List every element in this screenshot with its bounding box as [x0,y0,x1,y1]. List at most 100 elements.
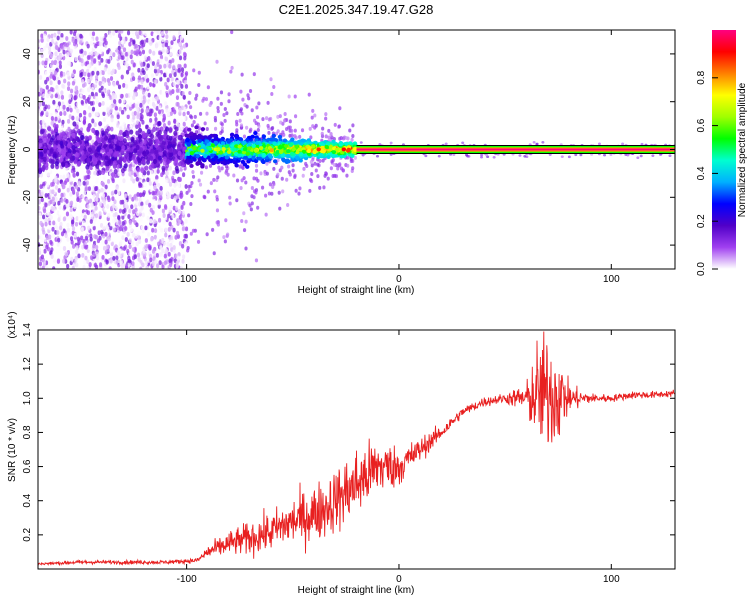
spectrogram-cell [39,75,43,80]
spectrogram-cell [86,157,91,163]
spectrogram-cell [91,127,96,133]
spectrogram-cell [294,188,298,193]
spectrogram-cell [40,110,44,116]
spectrogram-cell [159,58,163,64]
spectrogram-cell [82,264,86,269]
spectrogram-cell [109,248,113,253]
spectrogram-cell [75,249,79,255]
spectrogram-cell [86,204,90,209]
spectrogram-cell [159,76,163,82]
spectrogram-cell [265,161,269,166]
spectrogram-cell [140,108,144,114]
spectrogram-cell [54,185,59,190]
spectrogram-cell [120,74,124,80]
spectrogram-cell [150,73,155,79]
spectrogram-cell [345,173,349,178]
spectrogram-cell [78,130,83,136]
spectrogram-cell [173,130,178,136]
spectrogram-cell [223,118,227,123]
spectrogram-cell [45,43,49,48]
spectrogram-cell [104,155,109,161]
spectrogram-cell [66,173,70,179]
spectrogram-cell [110,126,114,132]
spectrogram-cell [227,92,231,97]
spectrogram-cell [272,166,276,171]
spectrogram-cell [84,219,89,225]
spectrogram-cell [151,61,155,66]
spectrogram-cell [242,228,247,233]
spectrogram-cell [97,55,101,60]
spectrogram-cell [175,95,180,101]
spectrogram-marks [38,30,675,269]
spectrogram-cell [42,243,47,249]
spectrogram-cell [109,134,114,140]
spectrogram-cell [316,162,320,167]
spectrogram-cell [134,86,138,92]
spectrogram-cell [72,31,77,37]
spectrogram-cell [61,119,65,125]
spectrogram-cell [104,239,108,245]
spectrogram-cell [144,238,148,243]
spectrogram-cell [148,202,152,208]
spectrogram-cell [174,234,178,240]
spectrogram-cell [148,49,152,54]
spectrogram-cell [102,111,106,117]
spectrogram-cell [144,74,148,79]
spectrogram-cell [98,41,102,47]
spectrogram-cell [67,118,71,124]
spectrogram-cell [89,219,93,224]
spectrogram-cell [118,49,122,55]
spectrogram-cell [310,115,314,120]
spectrogram-cell [157,129,162,136]
spectrogram-cell [146,199,150,205]
spectrogram-cell [91,106,96,112]
spectrogram-cell [49,215,53,220]
spectrogram-cell [164,56,169,62]
spectrogram-cell [60,231,65,237]
spectrogram-cell [54,209,58,215]
spectrogram-cell [293,94,297,99]
spectrogram-cell [87,109,91,115]
spectrogram-cell [82,31,86,37]
spectrogram-cell [183,233,187,239]
spectrogram-cell [45,182,50,188]
spectrogram-cell [66,227,71,233]
spectrogram-cell [329,132,333,137]
spectrogram-cell [48,234,52,240]
spectrogram-cell [157,109,162,115]
spectrogram-cell [73,204,77,210]
spectrogram-cell [145,124,149,130]
spectrogram-cell [298,134,302,139]
spectrogram-cell [145,266,149,269]
spectrogram-cell [291,163,295,168]
spectrogram-cell [126,114,130,120]
spectrogram-cell [38,101,42,107]
spectrogram-cell [167,120,171,126]
spectrogram-cell [65,211,70,217]
spectrogram-cell [69,213,73,219]
spectrogram-cell [240,219,244,224]
spectrogram-cell [270,191,274,196]
spectrogram-cell [101,169,106,175]
spectrogram-cell [177,255,181,261]
spectrogram-cell [148,253,153,259]
spectrogram-cell [89,233,93,239]
spectrogram-cell [101,101,105,106]
spectrogram-cell [83,214,87,220]
spectrogram-cell [95,131,100,137]
spectrogram-cell [349,158,353,163]
spectrogram-cell [91,70,95,76]
spectrogram-cell [50,163,55,169]
spectrogram-cell [131,247,136,252]
spectrogram-cell [71,72,75,78]
spectrogram-cell [66,52,70,57]
spectrogram-cell [228,195,232,200]
spectrogram-cell [122,178,126,184]
spectrogram-cell [56,88,60,93]
spectrogram-cell [60,161,65,167]
spectrogram-cell [138,208,142,214]
spectrogram-cell [337,124,341,129]
spectrogram-cell [38,91,41,97]
spectrogram-cell [71,188,76,193]
spectrogram-cell [155,96,160,101]
